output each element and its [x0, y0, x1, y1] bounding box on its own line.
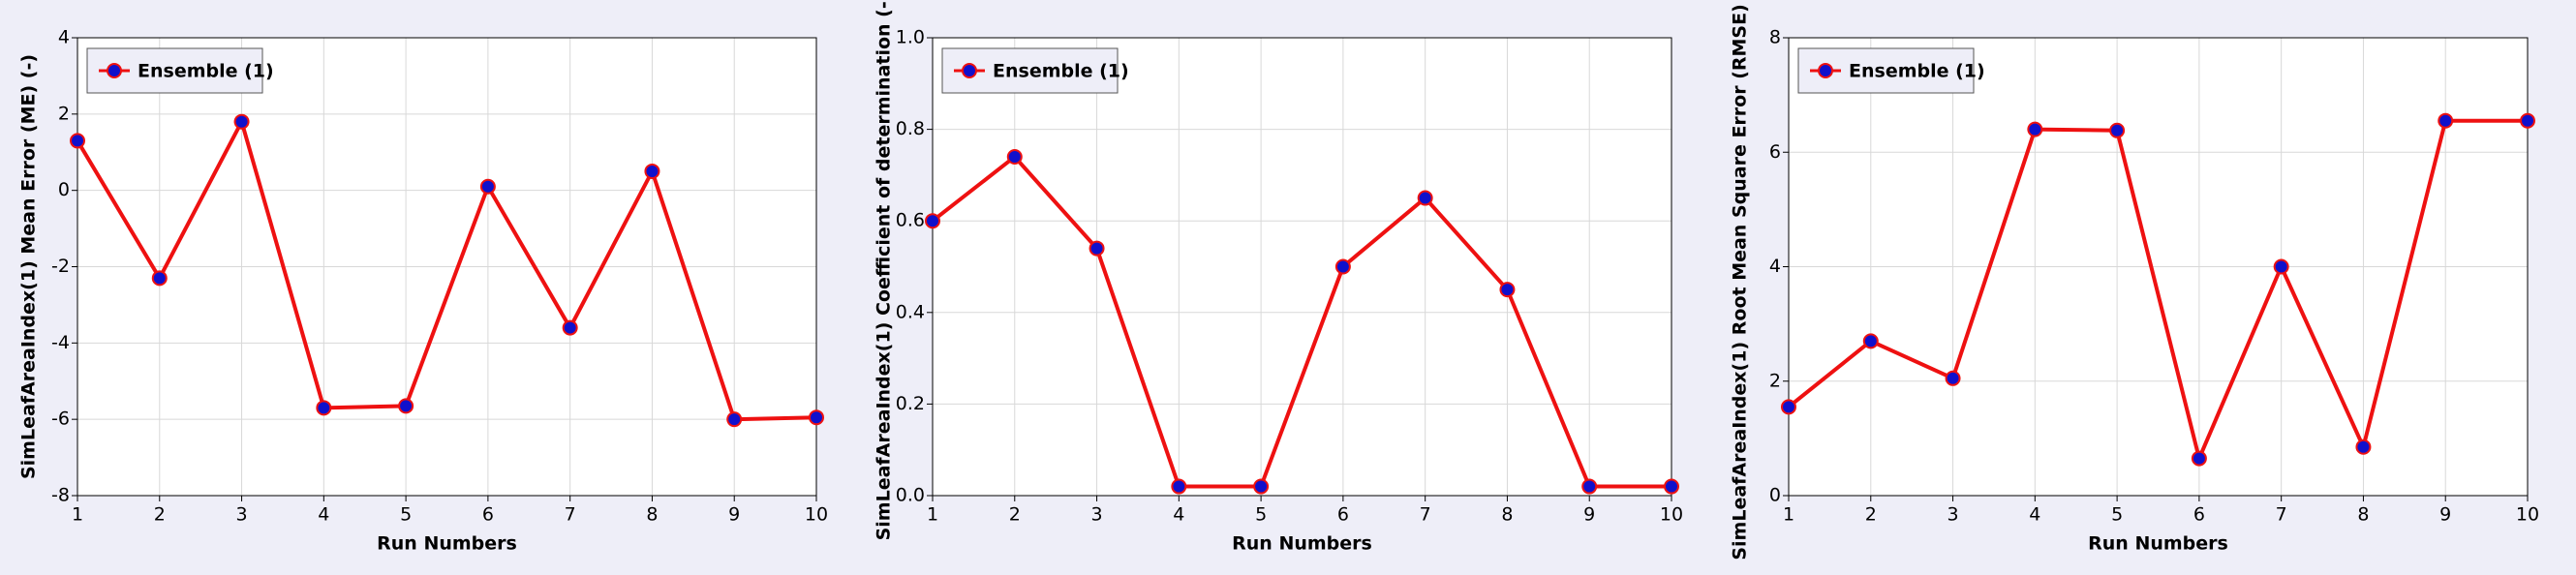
x-tick-label: 8	[646, 504, 658, 526]
data-point	[70, 133, 85, 149]
x-tick-label: 6	[1337, 504, 1349, 526]
x-tick-label: 7	[565, 504, 576, 526]
data-point	[562, 319, 578, 336]
data-point	[1171, 478, 1187, 495]
y-axis-label: SimLeafAreaIndex(1) Root Mean Square Err…	[1730, 0, 1751, 560]
series-line	[76, 116, 817, 422]
x-tick-label: 2	[154, 504, 166, 526]
data-point	[2109, 122, 2126, 138]
x-tick-label: 7	[1420, 504, 1431, 526]
data-point	[479, 178, 496, 195]
x-tick-label: 7	[2276, 504, 2287, 526]
y-axis-label: SimLeafAreaIndex(1) Coefficient of deter…	[874, 0, 895, 540]
plot-area	[933, 38, 1671, 496]
y-tick-label: 6	[1769, 141, 1781, 163]
x-tick-label: 5	[1255, 504, 1267, 526]
series-line	[931, 154, 1671, 489]
x-tick-label: 1	[1783, 504, 1794, 526]
x-tick-label: 4	[318, 504, 329, 526]
y-tick-label: -4	[51, 332, 70, 353]
legend-marker	[1818, 63, 1833, 78]
data-point	[1862, 333, 1879, 349]
x-tick-label: 10	[1660, 504, 1683, 526]
legend-label: Ensemble (1)	[993, 61, 1129, 82]
data-point	[2273, 258, 2289, 275]
x-tick-label: 9	[728, 504, 740, 526]
x-axis-label: Run Numbers	[377, 533, 517, 555]
data-point	[726, 411, 743, 428]
y-tick-label: 0.4	[896, 301, 925, 322]
plot-border	[932, 37, 1672, 497]
y-tick-label: 1.0	[896, 27, 925, 48]
x-tick-label: 3	[1947, 504, 1959, 526]
y-tick-label: 0.6	[896, 210, 925, 231]
y-tick-label: 0	[58, 179, 70, 200]
data-point	[151, 270, 168, 287]
plot-border	[77, 37, 817, 497]
y-tick-label: 4	[58, 27, 70, 48]
x-tick-label: 5	[400, 504, 412, 526]
x-tick-label: 1	[72, 504, 83, 526]
data-point	[2355, 439, 2372, 455]
x-tick-label: 8	[2357, 504, 2369, 526]
data-point	[925, 213, 940, 229]
legend-marker	[962, 63, 977, 78]
data-point	[316, 400, 332, 416]
y-tick-label: -2	[51, 256, 70, 277]
x-axis-label: Run Numbers	[1232, 533, 1372, 555]
data-point	[1089, 240, 1105, 257]
y-tick-label: 0.0	[896, 485, 925, 506]
data-point	[398, 398, 414, 414]
data-point	[2027, 121, 2043, 137]
x-tick-label: 8	[1501, 504, 1513, 526]
data-point	[1006, 148, 1023, 165]
x-tick-label: 2	[1865, 504, 1877, 526]
y-axis-label: SimLeafAreaIndex(1) Mean Error (ME) (-)	[18, 54, 40, 479]
y-tick-label: 0.8	[896, 118, 925, 139]
x-tick-label: 3	[1091, 504, 1103, 526]
x-axis-label: Run Numbers	[2088, 533, 2228, 555]
data-point	[1334, 258, 1351, 275]
data-point	[1781, 399, 1796, 415]
y-tick-label: 4	[1769, 256, 1781, 277]
y-tick-label: 8	[1769, 27, 1781, 48]
x-tick-label: 10	[2516, 504, 2539, 526]
x-tick-label: 9	[1583, 504, 1595, 526]
x-tick-label: 9	[2439, 504, 2451, 526]
x-tick-label: 10	[805, 504, 828, 526]
data-point	[1581, 478, 1598, 495]
x-tick-label: 1	[927, 504, 938, 526]
y-tick-label: 2	[58, 103, 70, 124]
data-point	[233, 113, 250, 130]
x-tick-label: 5	[2111, 504, 2123, 526]
x-tick-label: 6	[2193, 504, 2205, 526]
y-tick-label: 0.2	[896, 393, 925, 414]
y-tick-label: -6	[51, 409, 70, 430]
plot-border	[1788, 37, 2529, 497]
y-tick-label: 2	[1769, 370, 1781, 391]
y-tick-label: -8	[51, 485, 70, 506]
x-tick-label: 6	[482, 504, 494, 526]
data-point	[2438, 112, 2454, 129]
y-tick-label: 0	[1769, 485, 1781, 506]
data-point	[1417, 190, 1433, 206]
series-line	[1787, 118, 2528, 465]
data-point	[1253, 478, 1270, 495]
data-point	[1945, 370, 1961, 386]
data-point	[644, 163, 660, 179]
x-tick-label: 4	[1173, 504, 1184, 526]
legend-label: Ensemble (1)	[138, 61, 274, 82]
data-point	[2520, 112, 2535, 129]
x-tick-label: 4	[2029, 504, 2040, 526]
legend-label: Ensemble (1)	[1849, 61, 1985, 82]
x-tick-label: 2	[1009, 504, 1021, 526]
data-point	[1664, 478, 1679, 495]
data-point	[2191, 450, 2207, 467]
legend-marker	[107, 63, 122, 78]
x-tick-label: 3	[236, 504, 248, 526]
data-point	[1499, 282, 1516, 298]
data-point	[809, 409, 824, 426]
